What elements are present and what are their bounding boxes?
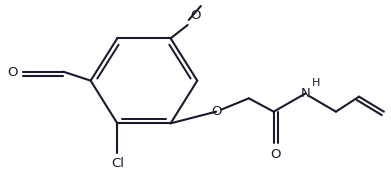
Text: O: O <box>191 9 201 22</box>
Text: O: O <box>211 105 221 118</box>
Text: Cl: Cl <box>111 157 124 170</box>
Text: O: O <box>7 66 18 79</box>
Text: O: O <box>271 148 281 161</box>
Text: N: N <box>301 87 310 100</box>
Text: H: H <box>312 78 320 88</box>
